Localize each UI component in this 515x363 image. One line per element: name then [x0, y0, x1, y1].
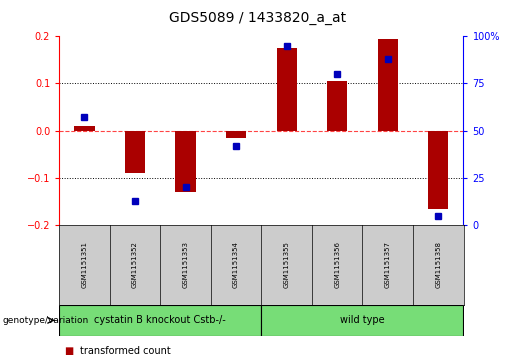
Bar	[377, 38, 398, 131]
Bar	[74, 126, 95, 131]
Text: GSM1151358: GSM1151358	[435, 241, 441, 289]
Bar	[261, 305, 464, 336]
Text: GDS5089 / 1433820_a_at: GDS5089 / 1433820_a_at	[169, 11, 346, 25]
Bar	[59, 305, 261, 336]
Text: GSM1151351: GSM1151351	[81, 241, 88, 289]
Text: ■: ■	[64, 346, 74, 356]
Text: transformed count: transformed count	[80, 346, 170, 356]
Bar	[428, 131, 449, 208]
Text: GSM1151354: GSM1151354	[233, 241, 239, 289]
Text: GSM1151357: GSM1151357	[385, 241, 391, 289]
Text: wild type: wild type	[340, 315, 385, 325]
Bar	[125, 131, 145, 173]
Text: genotype/variation: genotype/variation	[3, 316, 89, 325]
Bar	[176, 131, 196, 192]
Text: GSM1151353: GSM1151353	[182, 241, 188, 289]
Bar	[327, 81, 347, 131]
Text: GSM1151355: GSM1151355	[284, 241, 289, 289]
Bar	[277, 48, 297, 131]
Text: GSM1151352: GSM1151352	[132, 241, 138, 289]
Text: GSM1151356: GSM1151356	[334, 241, 340, 289]
Bar	[226, 131, 246, 138]
Text: cystatin B knockout Cstb-/-: cystatin B knockout Cstb-/-	[94, 315, 226, 325]
